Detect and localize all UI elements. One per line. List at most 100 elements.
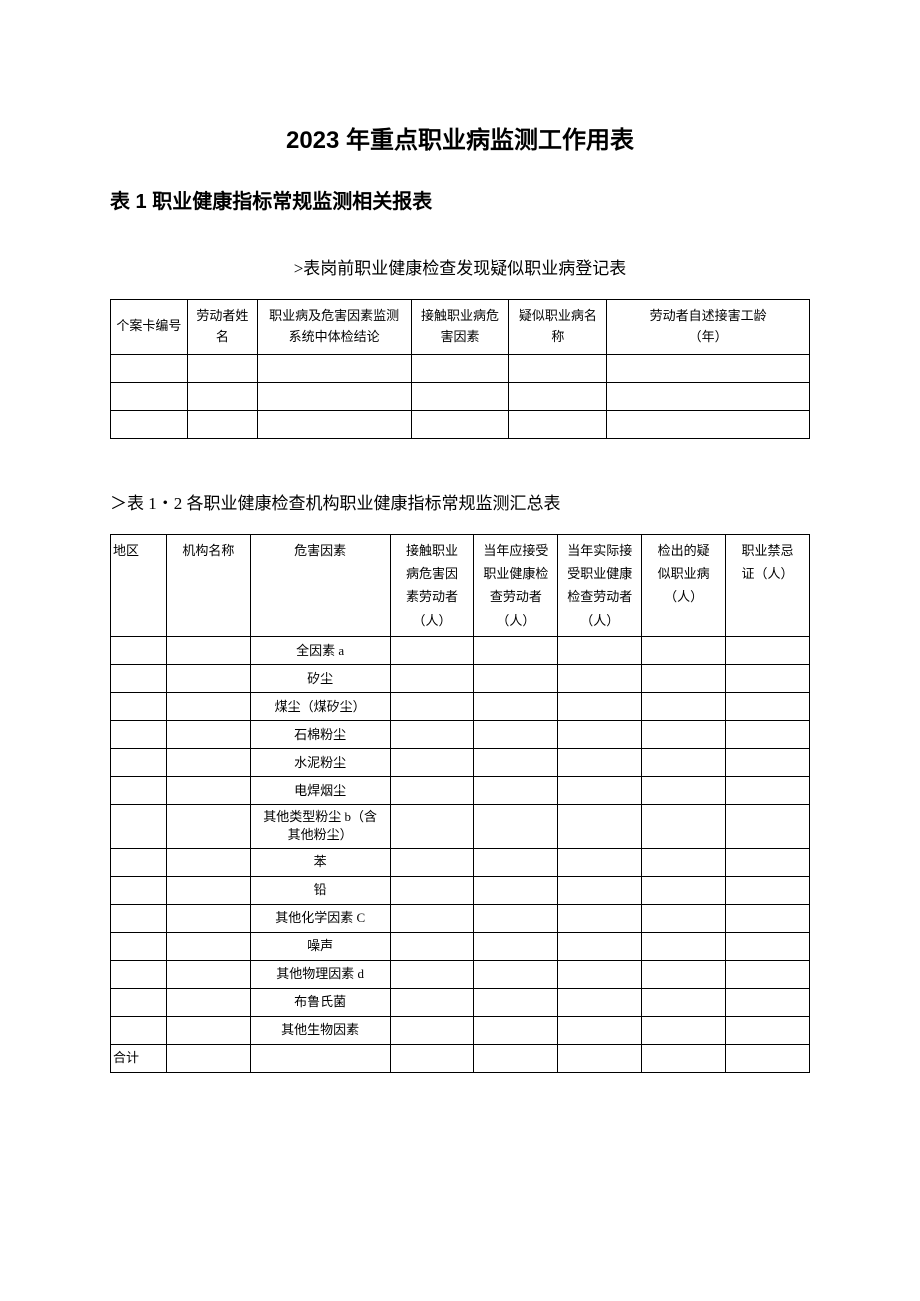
table-cell	[642, 777, 726, 805]
table-cell	[642, 988, 726, 1016]
table-cell	[607, 410, 810, 438]
table-cell	[642, 960, 726, 988]
table-cell	[111, 665, 167, 693]
table-cell: 其他化学因素 C	[250, 904, 390, 932]
table1-header-row: 个案卡编号 劳动者姓名 职业病及危害因素监测系统中体检结论 接触职业病危害因素 …	[111, 300, 810, 355]
table-cell	[474, 749, 558, 777]
table-cell	[642, 1044, 726, 1072]
table-cell	[187, 354, 257, 382]
table-cell	[474, 960, 558, 988]
table1-header-c4: 接触职业病危害因素	[411, 300, 509, 355]
table-cell	[390, 876, 474, 904]
table-cell	[474, 805, 558, 848]
table-cell	[111, 410, 188, 438]
table-cell	[726, 637, 810, 665]
table-cell	[558, 848, 642, 876]
table-cell	[642, 637, 726, 665]
table-cell	[166, 693, 250, 721]
table-cell	[474, 1016, 558, 1044]
table-cell	[111, 382, 188, 410]
table2-title: ＞表 1・2 各职业健康检查机构职业健康指标常规监测汇总表	[110, 489, 810, 514]
table-row: 全因素 a	[111, 637, 810, 665]
table-cell	[726, 693, 810, 721]
table-cell: 噪声	[250, 932, 390, 960]
table-cell	[474, 693, 558, 721]
table-cell	[474, 876, 558, 904]
table-row: 电焊烟尘	[111, 777, 810, 805]
table-cell: 矽尘	[250, 665, 390, 693]
table-cell: 水泥粉尘	[250, 749, 390, 777]
table-cell	[111, 777, 167, 805]
table-cell	[166, 960, 250, 988]
table-cell	[474, 848, 558, 876]
table-row-total: 合计	[111, 1044, 810, 1072]
table-cell	[411, 410, 509, 438]
table-row: 矽尘	[111, 665, 810, 693]
table2: 地区 机构名称 危害因素 接触职业病危害因素劳动者（人） 当年应接受职业健康检查…	[110, 534, 810, 1073]
table-cell	[642, 805, 726, 848]
table-row	[111, 382, 810, 410]
table-cell	[558, 904, 642, 932]
section-title: 表 1 职业健康指标常规监测相关报表	[110, 185, 810, 214]
table-cell	[726, 876, 810, 904]
table-cell	[187, 382, 257, 410]
table-cell	[111, 988, 167, 1016]
table1-header-c5: 疑似职业病名称	[509, 300, 607, 355]
table1-header-c6: 劳动者自述接害工龄（年）	[607, 300, 810, 355]
table-cell	[411, 382, 509, 410]
table-cell	[111, 1016, 167, 1044]
table-cell	[726, 1044, 810, 1072]
table-cell	[726, 777, 810, 805]
table-cell: 布鲁氏菌	[250, 988, 390, 1016]
table-cell	[166, 1016, 250, 1044]
table1-header-c1: 个案卡编号	[111, 300, 188, 355]
table-cell	[642, 904, 726, 932]
table-row: 布鲁氏菌	[111, 988, 810, 1016]
table2-header-c5: 当年应接受职业健康检查劳动者（人）	[474, 534, 558, 637]
table-cell	[558, 805, 642, 848]
table-cell	[558, 721, 642, 749]
table-cell: 苯	[250, 848, 390, 876]
table-cell	[474, 932, 558, 960]
table-cell	[111, 637, 167, 665]
table-row: 铅	[111, 876, 810, 904]
table-cell	[726, 665, 810, 693]
table-cell	[250, 1044, 390, 1072]
table-cell	[390, 1044, 474, 1072]
table-cell: 铅	[250, 876, 390, 904]
table-cell	[558, 637, 642, 665]
table-cell	[726, 805, 810, 848]
table-row: 其他类型粉尘 b（含其他粉尘）	[111, 805, 810, 848]
table-cell	[726, 848, 810, 876]
table-row	[111, 354, 810, 382]
table-cell	[474, 1044, 558, 1072]
table-cell	[642, 721, 726, 749]
table-cell	[509, 382, 607, 410]
table1-title: >表岗前职业健康检查发现疑似职业病登记表	[110, 254, 810, 279]
table-cell	[642, 848, 726, 876]
table-row: 石棉粉尘	[111, 721, 810, 749]
table-cell	[558, 665, 642, 693]
table-cell	[166, 932, 250, 960]
table-cell	[642, 665, 726, 693]
table-cell	[558, 876, 642, 904]
table-cell	[257, 382, 411, 410]
table-cell	[390, 960, 474, 988]
table-row	[111, 410, 810, 438]
table-cell	[726, 721, 810, 749]
table-cell	[607, 354, 810, 382]
table-cell	[111, 693, 167, 721]
table-row: 其他物理因素 d	[111, 960, 810, 988]
table-cell	[111, 876, 167, 904]
table-cell	[726, 960, 810, 988]
table-cell	[642, 693, 726, 721]
table-row: 水泥粉尘	[111, 749, 810, 777]
table-cell: 煤尘（煤矽尘）	[250, 693, 390, 721]
table-cell	[166, 721, 250, 749]
table-cell	[558, 988, 642, 1016]
table-cell: 合计	[111, 1044, 167, 1072]
table-cell	[390, 665, 474, 693]
table-cell	[111, 721, 167, 749]
table-cell: 其他类型粉尘 b（含其他粉尘）	[250, 805, 390, 848]
table1-header-c2: 劳动者姓名	[187, 300, 257, 355]
